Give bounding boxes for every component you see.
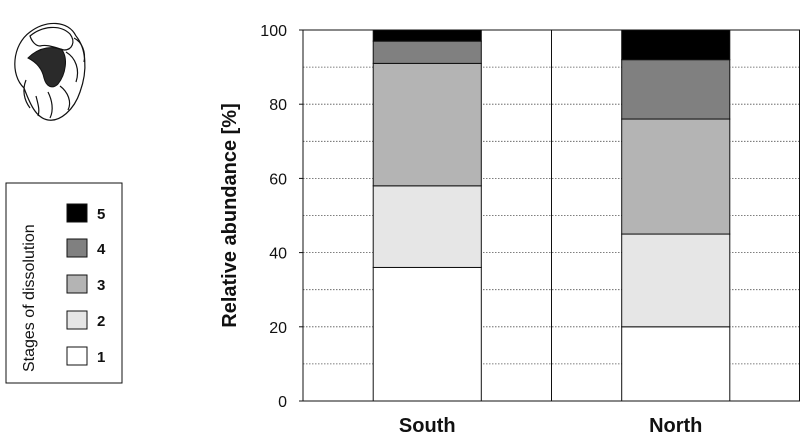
y-tick-label: 100 (260, 23, 287, 40)
legend-title: Stages of dissolution (21, 224, 38, 372)
y-tick-label: 40 (269, 246, 287, 263)
y-axis-title: Relative abundance [%] (219, 103, 241, 328)
y-tick-label: 20 (269, 320, 287, 337)
legend-label-stage-2: 2 (97, 313, 105, 330)
bar-segment-north-stage-3 (621, 118, 731, 235)
y-tick-label: 60 (269, 171, 287, 188)
legend-swatch-stage-1 (66, 346, 88, 366)
bar-segment-south-stage-5 (372, 29, 482, 42)
legend-swatch-stage-3 (66, 274, 88, 294)
legend-swatch-stage-5 (66, 203, 88, 223)
legend: Stages of dissolution 5 4 3 2 1 (5, 182, 123, 384)
bar-segment-north-stage-4 (621, 59, 731, 120)
bar-segment-south-stage-3 (372, 62, 482, 187)
legend-frame (5, 182, 123, 384)
category-label-north: North (649, 415, 702, 437)
bar-segment-north-stage-5 (621, 29, 731, 61)
plot-area: 0 20 40 60 80 100 South North Relative abundan… (219, 23, 800, 437)
bar-segment-south-stage-4 (372, 40, 482, 64)
legend-label-stage-3: 3 (97, 277, 105, 294)
bar-segment-south-stage-1 (372, 266, 482, 402)
bar-segment-north-stage-1 (621, 326, 731, 402)
bar-segment-south-stage-2 (372, 185, 482, 268)
legend-label-stage-1: 1 (97, 349, 105, 366)
y-tick-label: 80 (269, 97, 287, 114)
legend-label-stage-5: 5 (97, 206, 105, 223)
y-tick-label: 0 (278, 394, 287, 411)
category-label-south: South (399, 415, 456, 437)
legend-swatch-stage-2 (66, 310, 88, 330)
foraminifera-shell-icon (14, 22, 86, 121)
legend-label-stage-4: 4 (97, 241, 106, 258)
legend-swatch-stage-4 (66, 238, 88, 258)
bar-segment-north-stage-2 (621, 233, 731, 328)
